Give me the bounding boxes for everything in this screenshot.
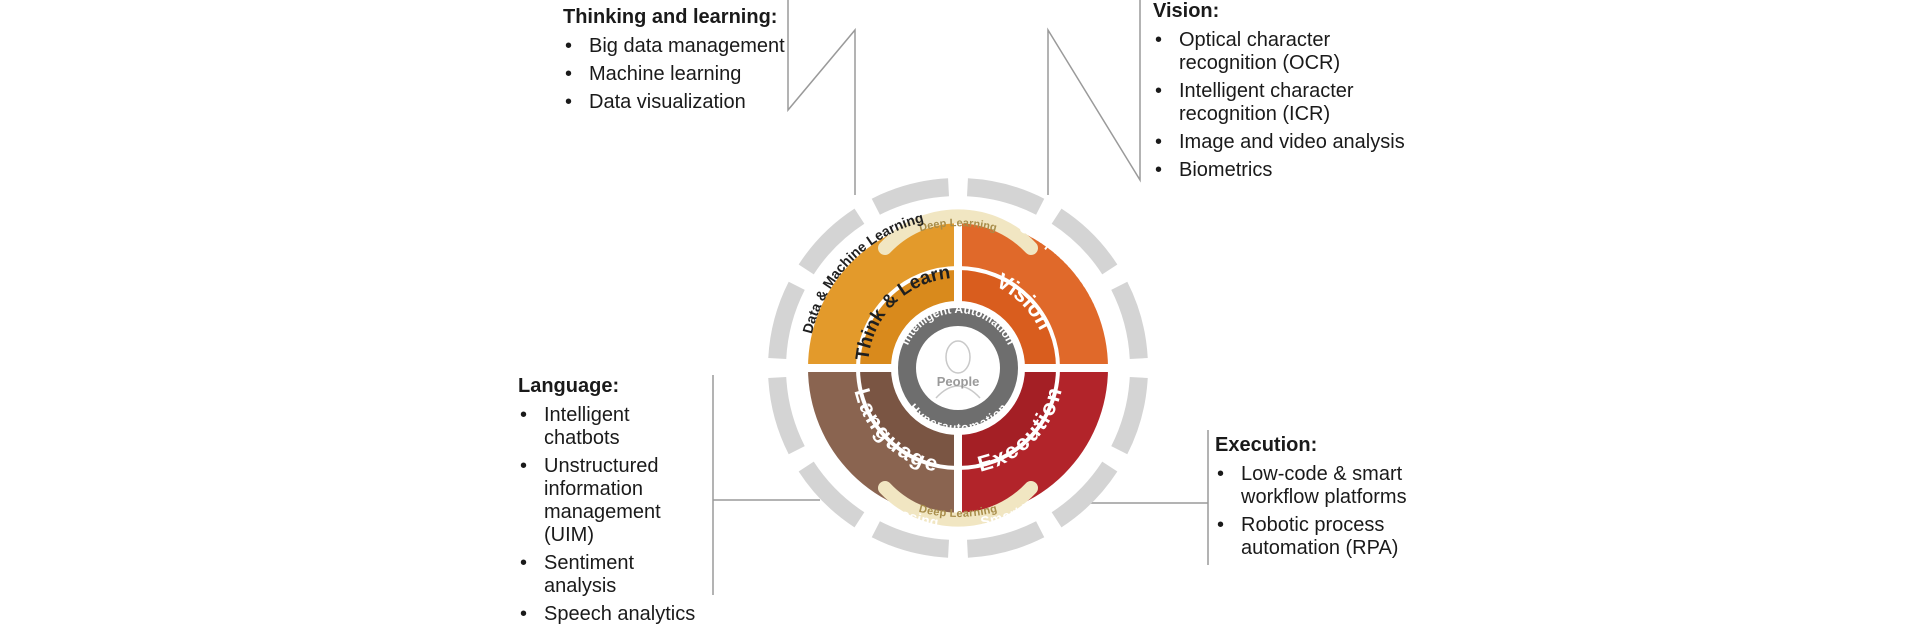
deep-learning-band-top — [878, 209, 1038, 255]
deep-learning-band-bottom — [878, 481, 1038, 527]
list-item: Data visualization — [563, 91, 803, 114]
list-item: Big data management — [563, 35, 803, 58]
gray-ring-segment — [798, 208, 865, 275]
gray-ring-segment — [1051, 208, 1118, 275]
center-circle — [916, 326, 1000, 410]
gray-ring-segment — [1111, 281, 1148, 359]
outer-quadrants — [808, 218, 1108, 518]
thinking-learning-title: Thinking and learning: — [563, 6, 778, 28]
gray-ring-segment — [1051, 461, 1118, 528]
list-item: Speech analytics — [518, 603, 698, 626]
list-item: Intelligent character recognition (ICR) — [1153, 80, 1413, 126]
inner-quadrants — [855, 265, 1061, 471]
thinking-learning-list: Big data management Machine learning Dat… — [563, 35, 803, 114]
list-item: Unstructured information management (UIM… — [518, 455, 698, 547]
language-connector — [712, 375, 820, 595]
list-item: Biometrics — [1153, 159, 1413, 182]
execution-connector — [1090, 430, 1209, 565]
gray-ring-segment — [798, 461, 865, 528]
deep-learning-bands — [878, 209, 1038, 527]
list-item: Robotic process automation (RPA) — [1215, 514, 1435, 560]
deep-learning-label-top: Deep Learning — [918, 217, 998, 234]
execution-title: Execution: — [1215, 434, 1318, 456]
think-connector — [787, 0, 856, 195]
connectors — [712, 0, 1209, 595]
deep-learning-label-bottom: Deep Learning — [918, 503, 999, 520]
language-title: Language: — [518, 375, 620, 397]
list-item: Low-code & smart workflow platforms — [1215, 463, 1435, 509]
list-item: Sentiment analysis — [518, 552, 698, 598]
gray-ring-segment — [871, 178, 949, 215]
gray-ring-segment — [768, 377, 805, 455]
automation-wheel: People Intelligent Automation Hyperautom… — [712, 0, 1209, 595]
vision-outer-segment — [958, 218, 1108, 368]
language-outer-segment — [808, 368, 958, 518]
gray-ring-segment — [768, 281, 805, 359]
vision-connector — [1047, 0, 1141, 195]
list-item: Optical character recognition (OCR) — [1153, 29, 1413, 75]
list-item: Image and video analysis — [1153, 131, 1413, 154]
vision-list: Optical character recognition (OCR) Inte… — [1153, 29, 1413, 182]
gray-ring-segment — [967, 521, 1045, 558]
list-item: Machine learning — [563, 63, 803, 86]
vision-panel: Vision: Optical character recognition (O… — [1153, 0, 1413, 187]
gray-ring-segment — [871, 521, 949, 558]
gray-ring-segment — [1111, 377, 1148, 455]
vision-title: Vision: — [1153, 0, 1220, 22]
execution-list: Low-code & smart workflow platforms Robo… — [1215, 463, 1435, 560]
thinking-learning-panel: Thinking and learning: Big data manageme… — [563, 6, 803, 119]
list-item: Intelligent chatbots — [518, 404, 698, 450]
outer-gray-ring — [768, 178, 1148, 558]
person-icon — [935, 340, 981, 399]
execution-panel: Execution: Low-code & smart workflow pla… — [1215, 434, 1435, 565]
execution-outer-segment — [958, 368, 1108, 518]
center-label: People — [937, 374, 980, 389]
gray-ring-segment — [967, 178, 1045, 215]
think-outer-segment — [808, 218, 958, 368]
